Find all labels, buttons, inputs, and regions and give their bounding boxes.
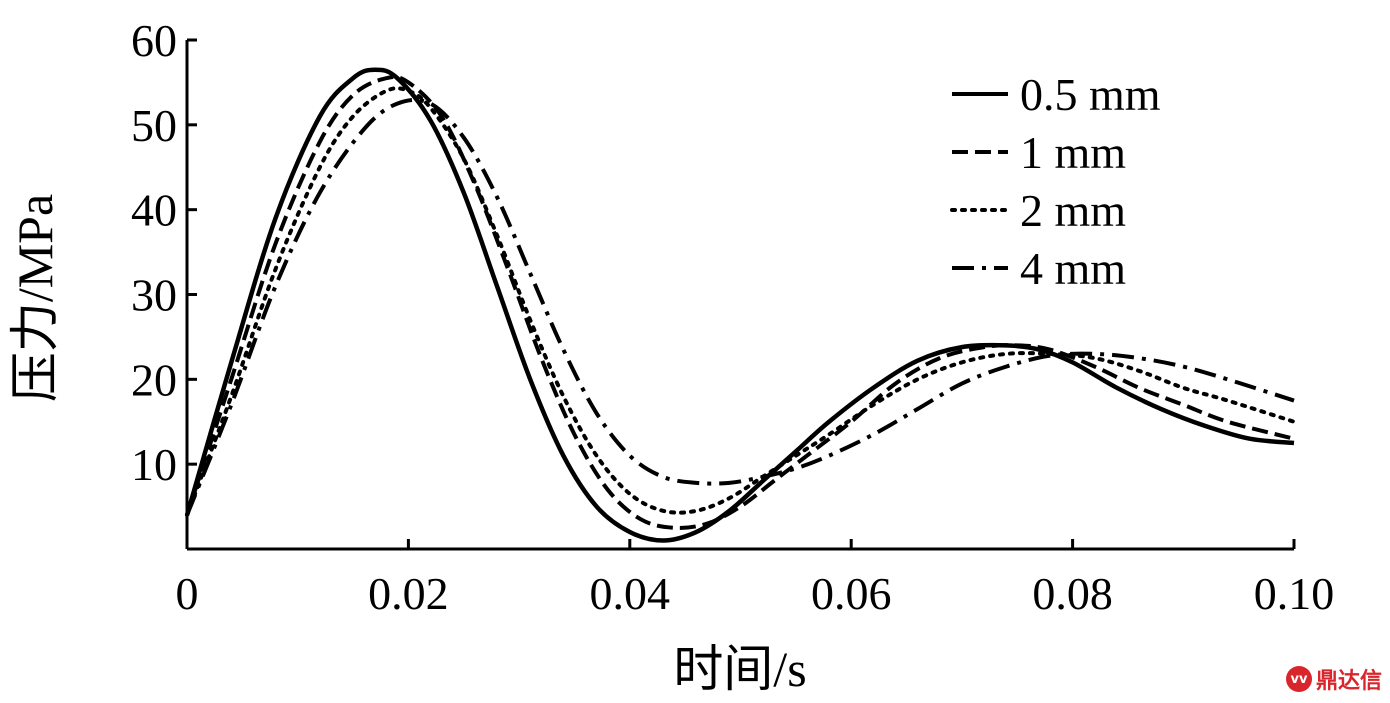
series-line-2 <box>185 74 1295 530</box>
series-layer <box>184 67 1296 543</box>
y-tick-label: 30 <box>131 270 177 321</box>
x-tick-label: 0.04 <box>590 568 671 619</box>
x-tick-label: 0 <box>176 568 199 619</box>
ticks: 0 0.02 0.04 0.06 0.08 0.10 10 20 30 40 50 60 <box>131 15 1334 619</box>
x-tick-label: 0.06 <box>811 568 892 619</box>
x-axis-title: 时间/s <box>673 641 806 697</box>
legend-label-2: 1 mm <box>1020 127 1126 178</box>
x-tick-label: 0.10 <box>1254 568 1335 619</box>
legend: 0.5 mm 1 mm 2 mm 4 mm <box>950 69 1161 294</box>
y-tick-label: 10 <box>131 439 177 490</box>
y-tick-label: 20 <box>131 354 177 405</box>
series-line-3 <box>185 86 1296 518</box>
y-tick-label: 40 <box>131 185 177 236</box>
x-tick-label: 0.02 <box>368 568 449 619</box>
x-tick-label: 0.08 <box>1032 568 1113 619</box>
watermark-logo-icon: vv <box>1285 666 1312 692</box>
legend-label-1: 0.5 mm <box>1020 69 1161 120</box>
series-line-4 <box>185 97 1295 516</box>
watermark-text: 鼎达信 <box>1315 669 1382 694</box>
legend-label-4: 4 mm <box>1020 243 1126 294</box>
y-axis-title: 压力/MPa <box>7 194 63 402</box>
y-tick-label: 50 <box>131 100 177 151</box>
y-tick-label: 60 <box>131 15 177 66</box>
legend-label-3: 2 mm <box>1020 185 1126 236</box>
watermark: vv 鼎达信 <box>1285 663 1382 695</box>
series-line-1 <box>184 67 1295 543</box>
